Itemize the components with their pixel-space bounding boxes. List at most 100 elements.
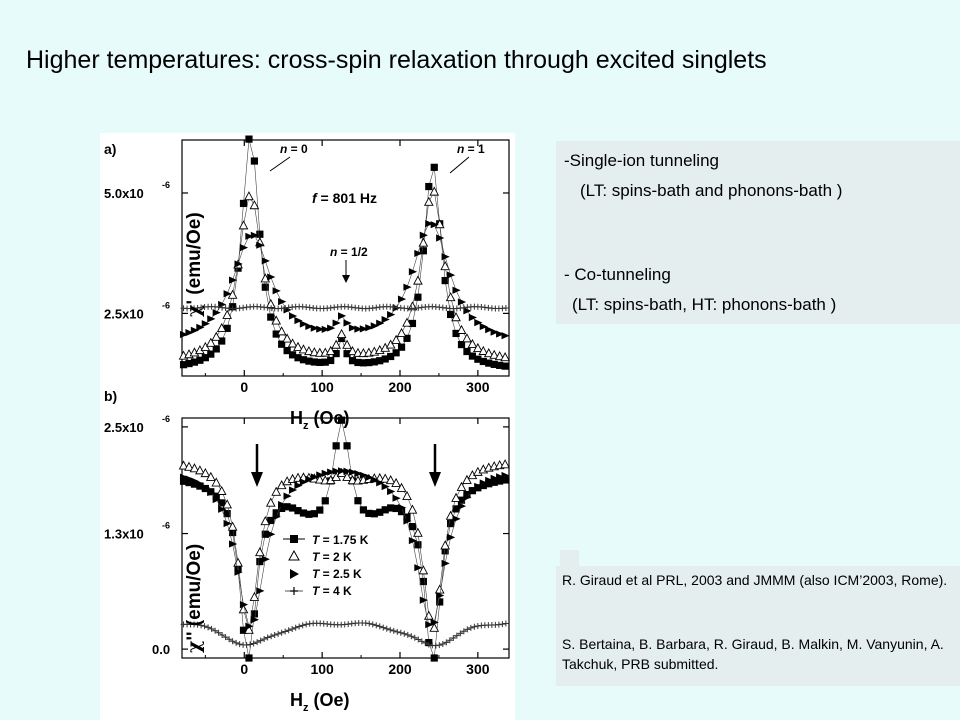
point-filled-triangle: [370, 476, 379, 484]
point-filled-triangle: [468, 313, 478, 322]
point-plus: [411, 634, 418, 641]
slide-title: Higher temperatures: cross-spin relaxati…: [26, 46, 767, 74]
point-filled-triangle: [267, 530, 276, 538]
point-open-triangle: [440, 540, 451, 550]
point-square: [354, 358, 362, 367]
point-filled-triangle: [245, 622, 254, 630]
point-open-triangle: [211, 477, 222, 487]
point-plus: [261, 636, 268, 643]
point-plus: [198, 622, 205, 629]
point-open-triangle: [462, 333, 472, 343]
point-square: [321, 497, 329, 505]
point-square: [485, 480, 493, 488]
panel-a-label: a): [104, 141, 116, 157]
legend-marker-filled-triangle: [290, 569, 299, 579]
svg-text:T = 2 K: T = 2 K: [312, 550, 352, 564]
point-square: [256, 230, 264, 238]
point-open-triangle: [189, 463, 200, 473]
legend-marker-open-triangle: [288, 549, 300, 561]
point-filled-triangle: [332, 319, 341, 327]
annotation-n0: n = 0: [280, 142, 308, 156]
point-open-triangle: [244, 191, 254, 201]
point-square: [201, 354, 209, 362]
y-tick-label: 2.5x10: [104, 420, 144, 435]
point-filled-triangle: [485, 326, 494, 334]
point-open-triangle: [238, 220, 249, 230]
point-open-triangle: [456, 481, 467, 491]
point-plus: [257, 637, 264, 644]
x-tick-label: 100: [310, 379, 334, 395]
point-filled-triangle: [250, 616, 260, 624]
point-square: [321, 358, 329, 366]
point-open-triangle: [293, 341, 303, 351]
point-square: [370, 510, 378, 518]
y-tick-label: 1.3x10: [104, 527, 144, 542]
references-tab: [560, 550, 579, 566]
point-open-triangle: [396, 482, 407, 492]
point-filled-triangle: [381, 482, 390, 491]
point-square: [179, 361, 188, 369]
point-open-triangle: [216, 485, 227, 495]
point-open-triangle: [238, 604, 249, 614]
point-filled-triangle: [490, 474, 499, 482]
point-square: [370, 358, 378, 366]
y-tick-label: 5.0x10: [104, 186, 144, 201]
point-square: [327, 356, 335, 365]
point-square: [430, 654, 438, 662]
point-open-triangle: [478, 345, 489, 355]
point-filled-triangle: [256, 241, 265, 249]
point-filled-triangle: [196, 480, 205, 488]
point-plus: [205, 624, 212, 631]
point-open-triangle: [205, 337, 216, 347]
point-square: [316, 506, 324, 514]
point-open-triangle: [276, 326, 287, 336]
x-tick-label: 300: [466, 661, 490, 677]
point-plus: [443, 639, 450, 646]
point-square: [250, 157, 259, 165]
point-square: [490, 360, 498, 368]
notes-box: -Single-ion tunneling (LT: spins-bath an…: [556, 141, 960, 324]
x-tick-label: 200: [388, 661, 412, 677]
point-square: [397, 343, 406, 351]
legend-marker-filled-square: [290, 535, 298, 543]
panel-a-series: [178, 135, 510, 370]
point-filled-triangle: [403, 283, 412, 291]
point-open-triangle: [282, 333, 292, 343]
point-filled-triangle: [463, 493, 472, 501]
point-square: [376, 508, 384, 516]
point-filled-triangle: [223, 290, 232, 298]
point-square: [234, 564, 242, 573]
arrow-right-head: [429, 472, 441, 487]
point-open-triangle: [249, 200, 260, 210]
legend-item-1: T = 1.75 K: [283, 533, 369, 547]
point-square: [196, 356, 204, 364]
point-square: [185, 359, 193, 368]
point-plus: [422, 640, 429, 647]
point-square: [278, 340, 286, 348]
point-filled-triangle: [496, 330, 505, 338]
point-filled-triangle: [408, 536, 418, 545]
point-open-triangle: [494, 351, 505, 361]
point-plus: [271, 632, 278, 639]
legend-item-3: T = 2.5 K: [290, 567, 362, 581]
svg-text:χ' (emu/Oe): χ' (emu/Oe): [183, 212, 205, 317]
point-plus: [425, 641, 432, 648]
point-open-triangle: [413, 527, 423, 537]
point-filled-triangle: [501, 471, 510, 480]
point-filled-triangle: [501, 332, 510, 340]
point-filled-triangle: [305, 475, 314, 483]
note-co-tunneling-detail: (LT: spins-bath, HT: phonons-bath ): [572, 295, 837, 314]
point-open-triangle: [249, 591, 260, 601]
point-filled-triangle: [338, 312, 347, 320]
point-filled-triangle: [468, 487, 478, 495]
point-square: [294, 354, 302, 362]
point-square: [392, 349, 400, 357]
point-open-triangle: [445, 292, 456, 302]
point-plus: [439, 641, 446, 648]
point-open-triangle: [489, 349, 500, 359]
point-plus: [471, 623, 478, 630]
point-square: [485, 359, 493, 367]
point-filled-triangle: [196, 323, 205, 332]
point-filled-triangle: [457, 298, 467, 306]
point-square: [447, 519, 455, 528]
